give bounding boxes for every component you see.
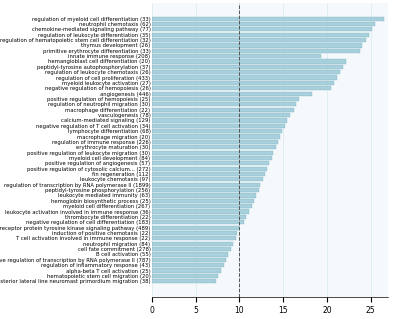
Bar	[152, 177, 263, 182]
Bar	[152, 86, 331, 90]
Bar	[152, 38, 366, 42]
Bar	[152, 140, 278, 144]
Bar	[152, 231, 237, 235]
Bar	[152, 199, 254, 203]
Bar	[152, 97, 299, 101]
Bar	[152, 22, 375, 26]
Bar	[152, 65, 342, 69]
Bar	[152, 49, 360, 53]
Bar	[152, 76, 337, 80]
Bar	[152, 210, 249, 214]
Bar	[152, 134, 280, 139]
Bar	[152, 27, 372, 32]
Bar	[152, 54, 321, 58]
Bar	[152, 161, 269, 166]
Bar	[152, 215, 246, 219]
Bar	[152, 188, 259, 192]
Bar	[152, 108, 294, 112]
Bar	[152, 156, 272, 160]
Bar	[152, 241, 233, 246]
Bar	[152, 183, 260, 187]
Bar	[152, 70, 340, 74]
Bar	[152, 274, 218, 278]
Bar	[152, 17, 384, 21]
Bar	[152, 118, 288, 122]
Bar	[152, 59, 346, 63]
Bar	[152, 220, 244, 224]
Bar	[152, 33, 369, 37]
Bar	[152, 236, 236, 241]
Bar	[152, 193, 256, 197]
Bar	[152, 145, 276, 149]
Bar	[152, 167, 267, 171]
Bar	[152, 279, 216, 283]
Bar	[152, 151, 274, 155]
Bar	[152, 129, 282, 133]
Bar	[152, 102, 296, 107]
Bar	[152, 43, 362, 48]
Bar	[152, 226, 240, 230]
Bar	[152, 247, 231, 251]
Bar	[152, 92, 312, 96]
Bar	[152, 268, 221, 273]
Bar	[152, 113, 290, 117]
Bar	[152, 172, 265, 176]
Bar	[152, 263, 224, 267]
Bar	[152, 204, 252, 208]
Bar	[152, 258, 226, 262]
Bar	[152, 252, 228, 256]
Bar	[152, 124, 285, 128]
Bar	[152, 81, 334, 85]
